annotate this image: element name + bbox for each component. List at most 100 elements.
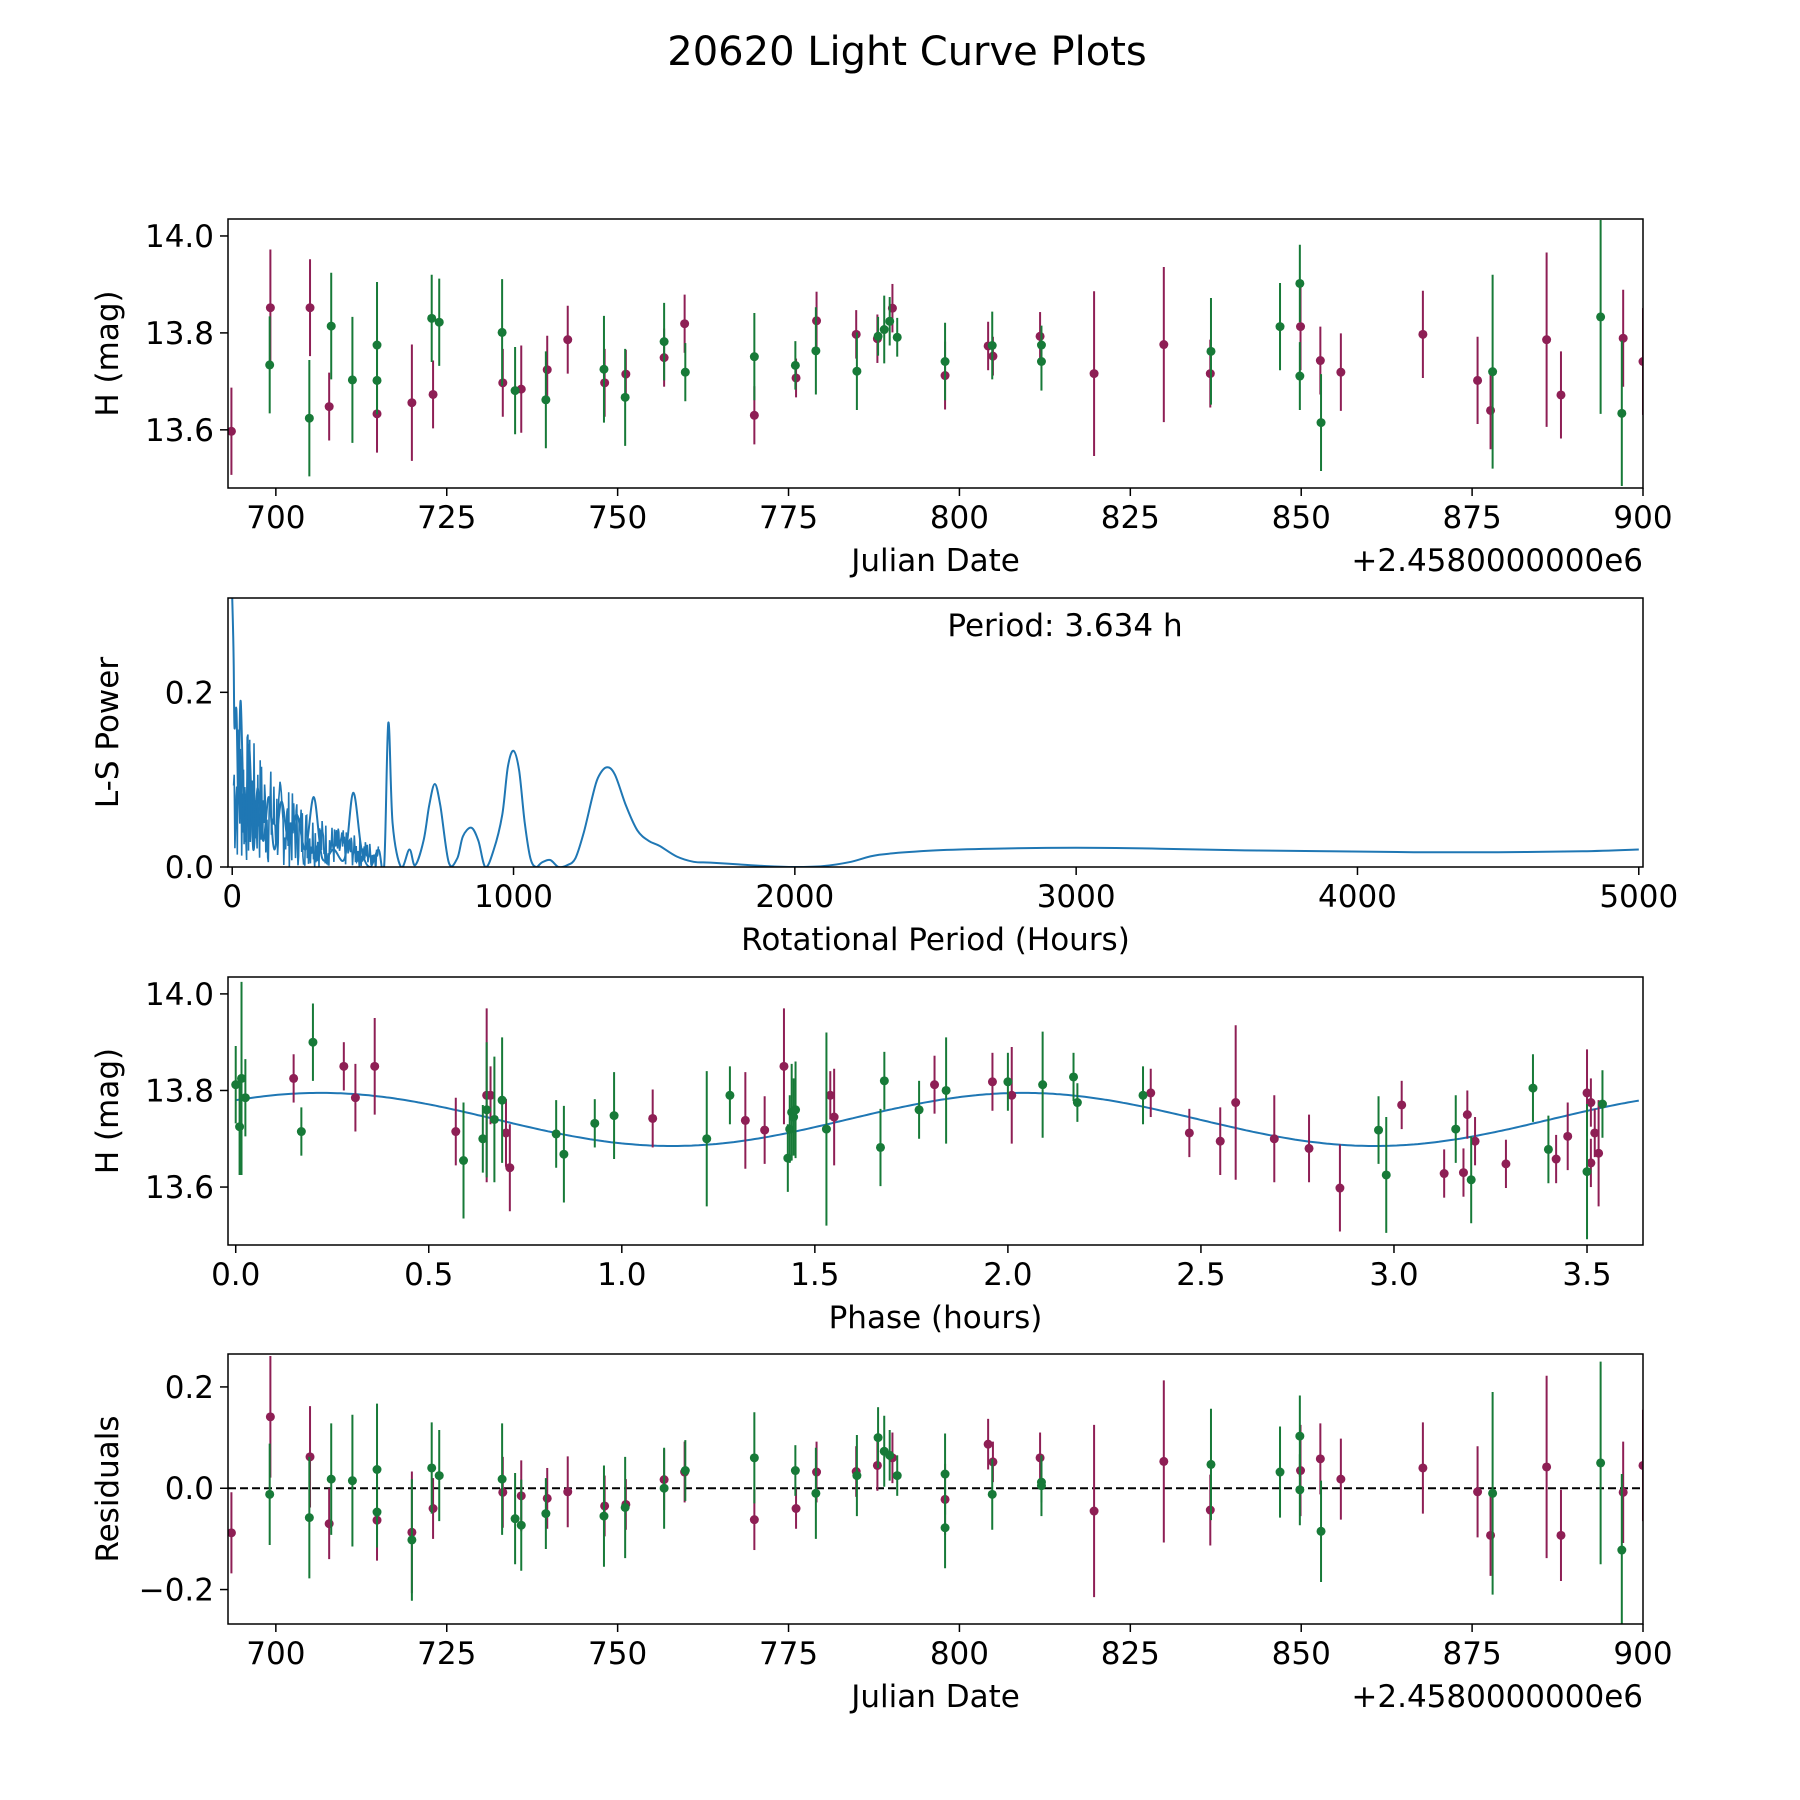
phased-green-point xyxy=(1451,1124,1461,1134)
lightcurve-xtick-label: 750 xyxy=(588,500,647,536)
residuals-xtick-label: 900 xyxy=(1613,1636,1672,1672)
phased-magenta-point xyxy=(339,1061,349,1071)
residuals-green-point xyxy=(347,1476,357,1486)
lightcurve-ytick-label: 13.6 xyxy=(145,413,214,449)
phased-green-point xyxy=(231,1080,241,1090)
lightcurve-xtick-label: 800 xyxy=(930,500,989,536)
lightcurve-green-point xyxy=(347,375,357,385)
phased-green-point xyxy=(1582,1167,1592,1177)
lightcurve-green-point xyxy=(620,392,630,402)
phased-xtick-label: 3.0 xyxy=(1369,1257,1418,1293)
lightcurve-plot-area xyxy=(228,219,1643,487)
residuals-magenta-point xyxy=(749,1515,759,1525)
lightcurve-green-point xyxy=(326,321,336,331)
periodogram-noise-line xyxy=(232,729,380,867)
residuals-green-point xyxy=(873,1433,883,1443)
residuals-xtick-label: 825 xyxy=(1101,1636,1160,1672)
lightcurve-xtick-label: 850 xyxy=(1272,500,1331,536)
residuals-green-point xyxy=(510,1514,520,1524)
residuals-xtick-label: 700 xyxy=(246,1636,305,1672)
lightcurve-green-point xyxy=(1275,322,1285,332)
phased-xtick-label: 2.0 xyxy=(983,1257,1032,1293)
phased-magenta-point xyxy=(370,1061,380,1071)
phased-magenta-point xyxy=(1335,1183,1345,1193)
lightcurve-xtick-label: 900 xyxy=(1613,500,1672,536)
residuals-magenta-point xyxy=(791,1504,801,1514)
residuals-green-point xyxy=(1206,1459,1216,1469)
residuals-green-point xyxy=(1036,1481,1046,1491)
residuals-magenta-point xyxy=(1638,1460,1643,1470)
residuals-xtick-label: 750 xyxy=(588,1636,647,1672)
lightcurve-magenta-point xyxy=(1418,329,1428,339)
residuals-green-point xyxy=(892,1471,902,1481)
periodogram-plot-area xyxy=(231,598,1639,867)
lightcurve-magenta-point xyxy=(1556,390,1566,400)
residuals-magenta-point xyxy=(1336,1474,1346,1484)
phased-xtick-label: 0.5 xyxy=(404,1257,453,1293)
phased-magenta-point xyxy=(648,1113,658,1123)
phased-xtick-label: 3.5 xyxy=(1562,1257,1611,1293)
phased-magenta-point xyxy=(1462,1110,1472,1120)
phased-magenta-point xyxy=(740,1115,750,1125)
residuals-green-point xyxy=(749,1453,759,1463)
phased-green-point xyxy=(482,1105,492,1115)
phased-magenta-point xyxy=(1594,1148,1604,1158)
lightcurve-magenta-point xyxy=(428,389,438,399)
residuals-green-point xyxy=(1488,1488,1498,1498)
residuals-ytick-label: −0.2 xyxy=(139,1573,214,1609)
periodogram-xtick-label: 3000 xyxy=(1037,879,1116,915)
lightcurve-green-point xyxy=(659,337,669,347)
lightcurve-green-point xyxy=(873,331,883,341)
periodogram-xtick-label: 0 xyxy=(222,879,242,915)
lightcurve-green-point xyxy=(811,346,821,356)
periodogram-ylabel: L-S Power xyxy=(90,657,126,808)
residuals-green-point xyxy=(427,1463,437,1473)
lightcurve-green-point xyxy=(885,316,895,326)
lightcurve-xtick-label: 875 xyxy=(1443,500,1502,536)
phased-green-point xyxy=(914,1105,924,1115)
periodogram-ytick-label: 0.0 xyxy=(165,850,214,886)
residuals-xtick-label: 875 xyxy=(1443,1636,1502,1672)
lightcurve-magenta-point xyxy=(228,426,236,436)
phased-magenta-point xyxy=(501,1128,511,1138)
lightcurve-green-point xyxy=(427,313,437,323)
residuals-green-point xyxy=(987,1489,997,1499)
lightcurve-ylabel: H (mag) xyxy=(90,290,126,416)
residuals-magenta-point xyxy=(1315,1454,1325,1464)
residuals-magenta-point xyxy=(265,1412,275,1422)
residuals-green-point xyxy=(940,1523,950,1533)
lightcurve-ytick-label: 14.0 xyxy=(145,219,214,255)
residuals-green-point xyxy=(304,1513,314,1523)
phased-magenta-point xyxy=(451,1127,461,1137)
phased-green-point xyxy=(1069,1072,1079,1082)
residuals-green-point xyxy=(852,1471,862,1481)
lightcurve-magenta-point xyxy=(1336,367,1346,377)
lightcurve-green-point xyxy=(497,327,507,337)
lightcurve-magenta-point xyxy=(1315,356,1325,366)
lightcurve-green-point xyxy=(1488,367,1498,377)
lightcurve-magenta-point xyxy=(407,398,417,408)
phased-magenta-point xyxy=(505,1163,515,1173)
lightcurve-green-point xyxy=(1295,278,1305,288)
residuals-magenta-point xyxy=(1418,1463,1428,1473)
phased-green-point xyxy=(235,1122,245,1132)
residuals-green-point xyxy=(659,1483,669,1493)
phased-xtick-label: 1.5 xyxy=(790,1257,839,1293)
lightcurve-green-point xyxy=(599,364,609,374)
lightcurve-ytick-label: 13.8 xyxy=(145,316,214,352)
lightcurve-green-point xyxy=(892,332,902,342)
phased-ytick-label: 13.6 xyxy=(145,1170,214,1206)
lightcurve-panel: 700 725 750 775 800 825 850 875 900 13.6 13.8 14.0 J… xyxy=(90,218,1673,579)
figure-title: 20620 Light Curve Plots xyxy=(667,29,1146,75)
residuals-plot-area xyxy=(228,1356,1643,1624)
phased-green-point xyxy=(941,1085,951,1095)
phased-magenta-point xyxy=(1215,1136,1225,1146)
phased-ylabel: H (mag) xyxy=(90,1048,126,1174)
phased-plot-area xyxy=(231,981,1639,1240)
phased-green-point xyxy=(590,1118,600,1128)
phased-magenta-point xyxy=(1586,1158,1596,1168)
lightcurve-green-point xyxy=(790,360,800,370)
lightcurve-green-point xyxy=(1316,418,1326,428)
phased-magenta-point xyxy=(289,1073,299,1083)
residuals-magenta-point xyxy=(228,1528,236,1538)
